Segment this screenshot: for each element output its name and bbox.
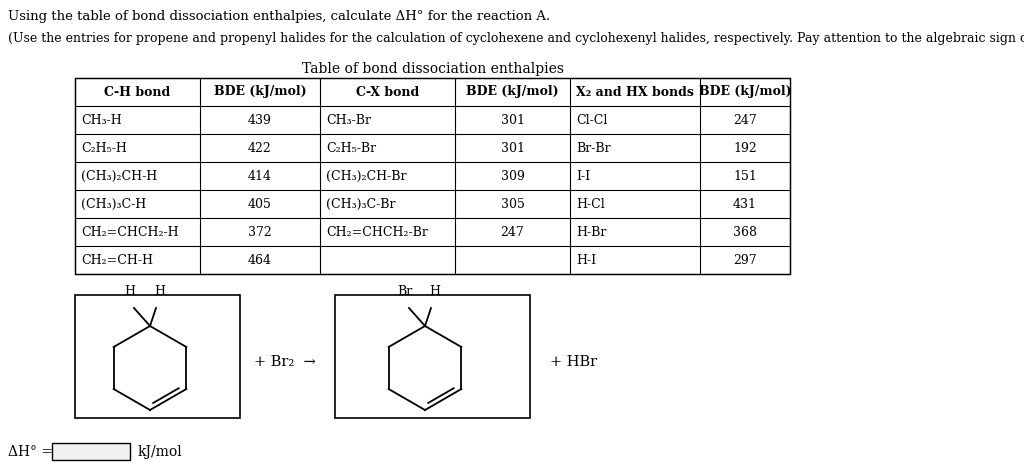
Text: CH₂=CHCH₂-H: CH₂=CHCH₂-H: [81, 226, 178, 238]
Text: 151: 151: [733, 170, 757, 182]
Text: C₂H₅-Br: C₂H₅-Br: [326, 141, 376, 154]
Text: Using the table of bond dissociation enthalpies, calculate ΔH° for the reaction : Using the table of bond dissociation ent…: [8, 10, 550, 23]
Text: Table of bond dissociation enthalpies: Table of bond dissociation enthalpies: [301, 62, 563, 76]
Text: kJ/mol: kJ/mol: [138, 445, 182, 459]
Text: H: H: [155, 285, 166, 298]
Text: (CH₃)₂CH-Br: (CH₃)₂CH-Br: [326, 170, 407, 182]
Text: H-Br: H-Br: [575, 226, 606, 238]
Bar: [52, 443, 130, 460]
Text: 414: 414: [248, 170, 272, 182]
Text: 422: 422: [248, 141, 272, 154]
Text: X₂ and HX bonds: X₂ and HX bonds: [577, 86, 694, 98]
Text: 247: 247: [733, 114, 757, 127]
Text: H-Cl: H-Cl: [575, 197, 605, 211]
Text: 372: 372: [248, 226, 272, 238]
Text: 439: 439: [248, 114, 272, 127]
Text: Br-Br: Br-Br: [575, 141, 610, 154]
Text: CH₂=CH-H: CH₂=CH-H: [81, 253, 153, 267]
Text: 301: 301: [501, 141, 524, 154]
Text: BDE (kJ/mol): BDE (kJ/mol): [214, 86, 306, 98]
Text: ΔH° =: ΔH° =: [8, 445, 53, 459]
Text: 301: 301: [501, 114, 524, 127]
Text: C-H bond: C-H bond: [104, 86, 171, 98]
Text: H: H: [429, 285, 440, 298]
Text: BDE (kJ/mol): BDE (kJ/mol): [466, 86, 559, 98]
Text: CH₃-H: CH₃-H: [81, 114, 122, 127]
Text: 192: 192: [733, 141, 757, 154]
Text: I-I: I-I: [575, 170, 590, 182]
Bar: [75, 295, 240, 418]
Text: 247: 247: [501, 226, 524, 238]
Text: (CH₃)₃C-H: (CH₃)₃C-H: [81, 197, 146, 211]
Text: 297: 297: [733, 253, 757, 267]
Text: 464: 464: [248, 253, 272, 267]
Bar: [335, 295, 530, 418]
Bar: [75, 78, 790, 274]
Text: + Br₂  →: + Br₂ →: [254, 355, 315, 369]
Text: (CH₃)₃C-Br: (CH₃)₃C-Br: [326, 197, 395, 211]
Text: (Use the entries for propene and propenyl halides for the calculation of cyclohe: (Use the entries for propene and propeny…: [8, 32, 1024, 45]
Text: 309: 309: [501, 170, 524, 182]
Text: H-I: H-I: [575, 253, 596, 267]
Text: (CH₃)₂CH-H: (CH₃)₂CH-H: [81, 170, 158, 182]
Text: 368: 368: [733, 226, 757, 238]
Text: 405: 405: [248, 197, 272, 211]
Text: + HBr: + HBr: [550, 355, 597, 369]
Text: CH₂=CHCH₂-Br: CH₂=CHCH₂-Br: [326, 226, 428, 238]
Text: 305: 305: [501, 197, 524, 211]
Text: H: H: [125, 285, 135, 298]
Text: C₂H₅-H: C₂H₅-H: [81, 141, 127, 154]
Text: BDE (kJ/mol): BDE (kJ/mol): [698, 86, 792, 98]
Text: C-X bond: C-X bond: [356, 86, 419, 98]
Text: Br: Br: [397, 285, 413, 298]
Text: CH₃-Br: CH₃-Br: [326, 114, 371, 127]
Text: 431: 431: [733, 197, 757, 211]
Text: Cl-Cl: Cl-Cl: [575, 114, 607, 127]
